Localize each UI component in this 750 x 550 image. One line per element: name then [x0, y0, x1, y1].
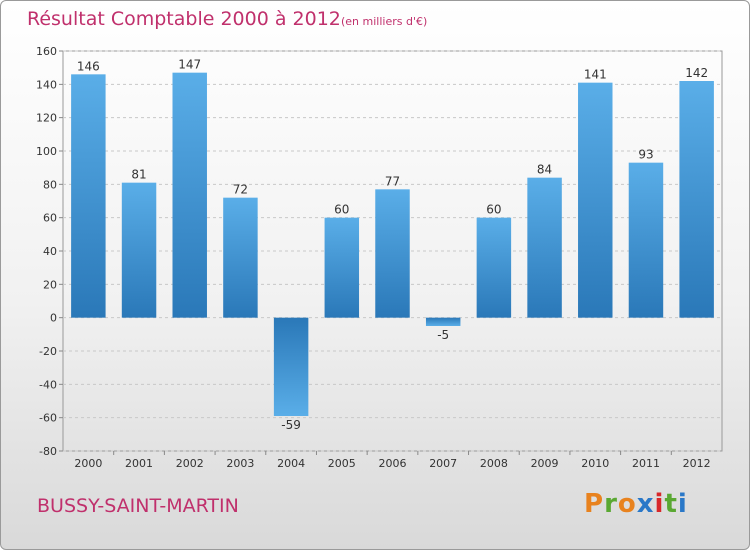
x-tick-label: 2004 — [277, 457, 305, 470]
x-tick-label: 2008 — [480, 457, 508, 470]
y-tick-label: 0 — [50, 312, 57, 325]
x-tick-label: 2002 — [176, 457, 204, 470]
bar-2003 — [223, 197, 258, 318]
logo-letter: x — [636, 489, 655, 519]
y-tick-label: -60 — [39, 412, 57, 425]
bar-2010 — [578, 82, 613, 318]
logo-letter: P — [584, 489, 605, 519]
data-label-2010: 141 — [584, 68, 607, 82]
y-tick-label: -20 — [39, 345, 57, 358]
x-tick-label: 2005 — [328, 457, 356, 470]
data-label-2001: 81 — [131, 168, 146, 182]
x-tick-label: 2007 — [429, 457, 457, 470]
bar-2011 — [628, 162, 664, 318]
x-tick-label: 2001 — [125, 457, 153, 470]
x-tick-label: 2006 — [379, 457, 407, 470]
logo-letter: i — [677, 489, 688, 519]
data-label-2004: -59 — [281, 418, 301, 432]
data-label-2008: 60 — [486, 203, 501, 217]
bar-2009 — [527, 177, 562, 318]
bar-2002 — [172, 72, 207, 318]
bar-2006 — [375, 189, 410, 318]
y-tick-label: -40 — [39, 378, 57, 391]
y-tick-label: 20 — [43, 278, 57, 291]
bar-2012 — [679, 81, 714, 318]
x-tick-label: 2011 — [632, 457, 660, 470]
logo-letter: i — [654, 489, 665, 519]
place-name: BUSSY-SAINT-MARTIN — [37, 495, 239, 517]
data-label-2011: 93 — [638, 148, 653, 162]
proxiti-logo[interactable]: Proxiti — [584, 489, 688, 519]
x-tick-label: 2012 — [683, 457, 711, 470]
y-axis: -80 -60 -40 -20 0 20 40 60 80 100 120 140 160 — [36, 45, 63, 458]
x-tick-label: 2010 — [581, 457, 609, 470]
logo-letter: o — [617, 489, 637, 519]
y-tick-label: 100 — [36, 145, 57, 158]
bar-2000 — [71, 74, 106, 318]
chart-title: Résultat Comptable 2000 à 2012 — [27, 8, 341, 30]
y-tick-label: 140 — [36, 78, 57, 91]
bar-2008 — [476, 217, 512, 318]
y-tick-label: 120 — [36, 112, 57, 125]
bars: 146 81 147 72 -59 60 77 -5 60 84 141 93 142 — [71, 58, 714, 432]
data-label-2002: 147 — [178, 58, 201, 72]
bar-2004 — [273, 317, 309, 416]
data-label-2003: 72 — [233, 183, 248, 197]
y-tick-label: -80 — [39, 445, 57, 458]
bar-2005 — [324, 217, 360, 318]
y-tick-label: 160 — [36, 45, 57, 58]
data-label-2006: 77 — [385, 174, 400, 188]
y-tick-label: 80 — [43, 178, 57, 191]
bar-2007 — [425, 317, 461, 326]
x-tick-label: 2000 — [74, 457, 102, 470]
data-label-2000: 146 — [77, 59, 100, 73]
data-label-2007: -5 — [437, 328, 449, 342]
logo-letter: r — [604, 489, 618, 519]
data-label-2005: 60 — [334, 203, 349, 217]
x-tick-label: 2009 — [531, 457, 559, 470]
y-tick-label: 40 — [43, 245, 57, 258]
y-tick-label: 60 — [43, 212, 57, 225]
data-label-2009: 84 — [537, 163, 552, 177]
chart-subtitle: (en milliers d'€) — [341, 15, 428, 28]
logo-letter: t — [664, 489, 678, 519]
data-label-2012: 142 — [685, 66, 708, 80]
x-axis: 2000 2001 2002 2003 2004 2005 2006 2007 2008 2009… — [74, 451, 711, 470]
x-tick-label: 2003 — [226, 457, 254, 470]
bar-2001 — [121, 182, 157, 318]
